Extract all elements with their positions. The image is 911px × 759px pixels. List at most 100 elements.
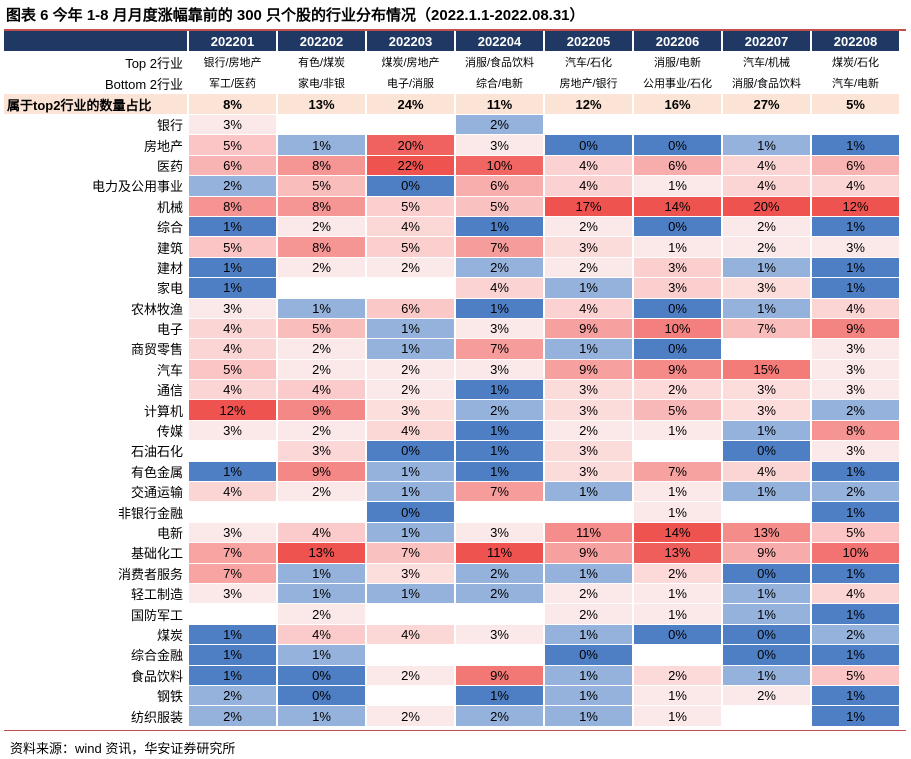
value-cell: 1% — [189, 461, 278, 483]
value-cell: 1% — [723, 583, 812, 605]
value-cell: 1% — [456, 420, 545, 442]
value-cell: 1% — [189, 665, 278, 686]
value-cell: 2% — [189, 176, 278, 197]
value-cell: 1% — [545, 706, 634, 727]
value-cell: 4% — [189, 318, 278, 340]
value-cell: 0% — [723, 645, 812, 666]
top2-share-row: 属于top2行业的数量占比 8% 13% 24% 11% 12% 16% 27%… — [4, 94, 901, 115]
value-cell — [634, 645, 723, 666]
industry-row: 纺织服装 2% 1% 2% 2% 1% 1% 1% — [4, 706, 901, 727]
value-cell: 3% — [723, 278, 812, 299]
value-cell: 1% — [634, 604, 723, 625]
value-cell: 20% — [367, 135, 456, 156]
value-cell: 2% — [367, 380, 456, 401]
value-cell: 2% — [545, 216, 634, 238]
industry-label: 银行 — [4, 115, 189, 136]
value-cell: 3% — [812, 359, 901, 381]
value-cell — [367, 685, 456, 707]
value-cell: 1% — [189, 216, 278, 238]
value-cell: 1% — [278, 135, 367, 156]
value-cell: 5% — [367, 237, 456, 258]
value-cell: 2% — [278, 482, 367, 503]
industry-label: 综合 — [4, 216, 189, 238]
chart-title: 图表 6 今年 1-8 月月度涨幅靠前的 300 只个股的行业分布情况（2022… — [6, 7, 585, 24]
industry-label: 非银行金融 — [4, 502, 189, 523]
value-cell: 3% — [189, 298, 278, 319]
value-cell: 3% — [456, 318, 545, 340]
value-cell — [456, 502, 545, 523]
value-cell: 1% — [812, 278, 901, 299]
value-cell: 13% — [278, 543, 367, 564]
value-cell: 1% — [812, 502, 901, 523]
value-cell: 2% — [278, 604, 367, 625]
industry-label: 钢铁 — [4, 685, 189, 707]
value-cell — [634, 441, 723, 462]
value-cell — [189, 604, 278, 625]
value-cell: 1% — [367, 339, 456, 360]
title-rule — [4, 29, 906, 31]
value-cell: 4% — [278, 380, 367, 401]
value-cell: 9% — [812, 318, 901, 340]
value-cell: 1% — [367, 461, 456, 483]
value-cell: 2% — [189, 706, 278, 727]
industry-row: 建材 1% 2% 2% 2% 2% 3% 1% 1% — [4, 257, 901, 279]
value-cell: 2% — [545, 604, 634, 625]
industry-row: 国防军工 2% 2% 1% 1% 1% — [4, 604, 901, 625]
value-cell: 9% — [723, 543, 812, 564]
industry-label: 综合金融 — [4, 645, 189, 666]
top2-cell: 煤炭/石化 — [812, 52, 901, 73]
value-cell: 2% — [367, 257, 456, 279]
value-cell: 1% — [723, 298, 812, 319]
value-cell: 1% — [456, 216, 545, 238]
industry-row: 计算机 12% 9% 3% 2% 3% 5% 3% 2% — [4, 400, 901, 421]
value-cell: 3% — [545, 380, 634, 401]
row-label: Bottom 2行业 — [4, 73, 189, 94]
industry-row: 基础化工 7% 13% 7% 11% 9% 13% 9% 10% — [4, 543, 901, 564]
value-cell: 3% — [189, 583, 278, 605]
header-row: 202201 202202 202203 202204 202205 20220… — [4, 31, 901, 52]
value-cell: 1% — [278, 706, 367, 727]
industry-row: 医药 6% 8% 22% 10% 4% 6% 4% 6% — [4, 155, 901, 177]
industry-row: 综合 1% 2% 4% 1% 2% 0% 2% 1% — [4, 216, 901, 238]
value-cell: 2% — [367, 706, 456, 727]
value-cell: 2% — [545, 420, 634, 442]
footer-rule — [4, 730, 906, 731]
value-cell — [278, 278, 367, 299]
industry-row: 电新 3% 4% 1% 3% 11% 14% 13% 5% — [4, 522, 901, 544]
value-cell: 2% — [634, 563, 723, 584]
industry-label: 电力及公用事业 — [4, 176, 189, 197]
value-cell: 1% — [456, 441, 545, 462]
value-cell: 4% — [723, 461, 812, 483]
value-cell: 3% — [545, 441, 634, 462]
value-cell: 2% — [456, 400, 545, 421]
industry-row: 农林牧渔 3% 1% 6% 1% 4% 0% 1% 4% — [4, 298, 901, 319]
value-cell: 3% — [545, 400, 634, 421]
value-cell: 13% — [634, 543, 723, 564]
value-cell: 3% — [723, 400, 812, 421]
value-cell: 1% — [723, 257, 812, 279]
value-cell — [723, 502, 812, 523]
value-cell: 4% — [545, 298, 634, 319]
value-cell — [278, 115, 367, 136]
value-cell: 22% — [367, 155, 456, 177]
source-note: 资料来源：wind 资讯，华安证券研究所 — [10, 741, 236, 756]
value-cell: 4% — [545, 155, 634, 177]
value-cell: 1% — [189, 278, 278, 299]
bottom2-row: Bottom 2行业 军工/医药 家电/非银 电子/消服 综合/电新 房地产/银… — [4, 73, 901, 94]
share-cell: 11% — [456, 94, 545, 115]
value-cell: 7% — [723, 318, 812, 340]
value-cell: 4% — [812, 583, 901, 605]
value-cell: 7% — [189, 543, 278, 564]
share-cell: 8% — [189, 94, 278, 115]
value-cell: 2% — [812, 482, 901, 503]
value-cell: 3% — [189, 115, 278, 136]
value-cell: 4% — [189, 380, 278, 401]
value-cell: 12% — [189, 400, 278, 421]
value-cell: 1% — [634, 420, 723, 442]
top2-cell: 有色/煤炭 — [278, 52, 367, 73]
industry-label: 房地产 — [4, 135, 189, 156]
value-cell: 9% — [278, 400, 367, 421]
value-cell: 7% — [189, 563, 278, 584]
share-cell: 5% — [812, 94, 901, 115]
value-cell: 1% — [545, 665, 634, 686]
